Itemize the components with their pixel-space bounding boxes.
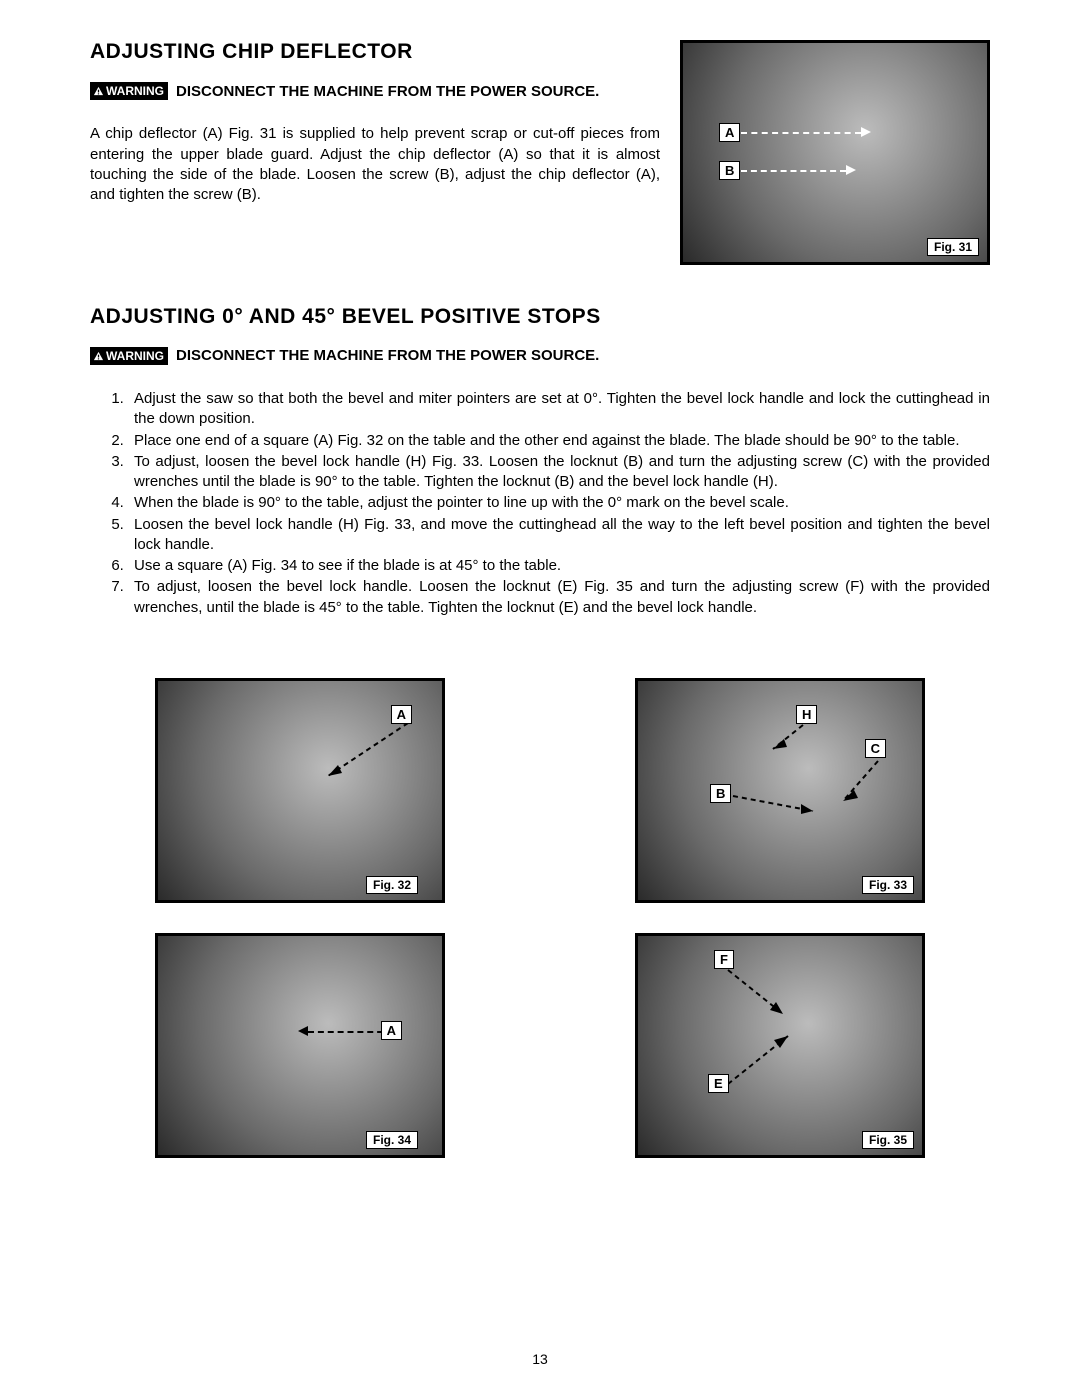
callout-fig33-H: H — [796, 705, 817, 724]
figure-grid: A Fig. 32 H C B Fig. 33 A Fig. 34 F — [90, 678, 990, 1158]
warning-badge-text: WARNING — [106, 84, 164, 98]
section2-heading: ADJUSTING 0° AND 45° BEVEL POSITIVE STOP… — [90, 305, 990, 329]
leader-line — [741, 132, 861, 134]
step-item: When the blade is 90° to the table, adju… — [128, 493, 990, 513]
page-number: 13 — [0, 1351, 1080, 1367]
callout-fig35-F: F — [714, 950, 734, 969]
figure-31: A B Fig. 31 — [680, 40, 990, 265]
arrow-icon — [298, 1026, 308, 1036]
step-item: Use a square (A) Fig. 34 to see if the b… — [128, 556, 990, 576]
leader-line — [741, 170, 846, 172]
warning-text-2: DISCONNECT THE MACHINE FROM THE POWER SO… — [176, 347, 599, 364]
fig31-wrap: A B Fig. 31 — [680, 40, 990, 265]
figure-34-label: Fig. 34 — [366, 1131, 418, 1149]
arrow-icon — [861, 127, 871, 137]
callout-fig34-A: A — [381, 1021, 402, 1040]
callout-fig33-C: C — [865, 739, 886, 758]
arrow-icon — [846, 165, 856, 175]
figure-33: H C B Fig. 33 — [635, 678, 925, 903]
figure-32: A Fig. 32 — [155, 678, 445, 903]
warning-text-1: DISCONNECT THE MACHINE FROM THE POWER SO… — [176, 82, 599, 102]
warning-triangle-icon — [93, 351, 104, 362]
leader-line-svg — [638, 681, 922, 900]
callout-fig31-B: B — [719, 161, 740, 180]
section1-text-col: ADJUSTING CHIP DEFLECTOR WARNING DISCONN… — [90, 40, 660, 265]
step-item: Loosen the bevel lock handle (H) Fig. 33… — [128, 515, 990, 556]
callout-fig33-B: B — [710, 784, 731, 803]
warning-badge: WARNING — [90, 347, 168, 365]
warning-row-2: WARNING DISCONNECT THE MACHINE FROM THE … — [90, 347, 990, 365]
section1-body: A chip deflector (A) Fig. 31 is supplied… — [90, 124, 660, 205]
warning-badge-text: WARNING — [106, 349, 164, 363]
warning-row-1: WARNING DISCONNECT THE MACHINE FROM THE … — [90, 82, 660, 102]
step-item: To adjust, loosen the bevel lock handle.… — [128, 577, 990, 618]
steps-list: Adjust the saw so that both the bevel an… — [90, 389, 990, 618]
warning-triangle-icon — [93, 86, 104, 97]
step-item: Adjust the saw so that both the bevel an… — [128, 389, 990, 430]
callout-fig31-A: A — [719, 123, 740, 142]
section1-heading: ADJUSTING CHIP DEFLECTOR — [90, 40, 660, 64]
callout-fig35-E: E — [708, 1074, 729, 1093]
chip-deflector-section: ADJUSTING CHIP DEFLECTOR WARNING DISCONN… — [90, 40, 990, 265]
warning-badge: WARNING — [90, 82, 168, 100]
callout-fig32-A: A — [391, 705, 412, 724]
figure-34: A Fig. 34 — [155, 933, 445, 1158]
leader-line-svg — [638, 936, 922, 1155]
figure-31-label: Fig. 31 — [927, 238, 979, 256]
figure-35: F E Fig. 35 — [635, 933, 925, 1158]
step-item: Place one end of a square (A) Fig. 32 on… — [128, 431, 990, 451]
step-item: To adjust, loosen the bevel lock handle … — [128, 452, 990, 493]
